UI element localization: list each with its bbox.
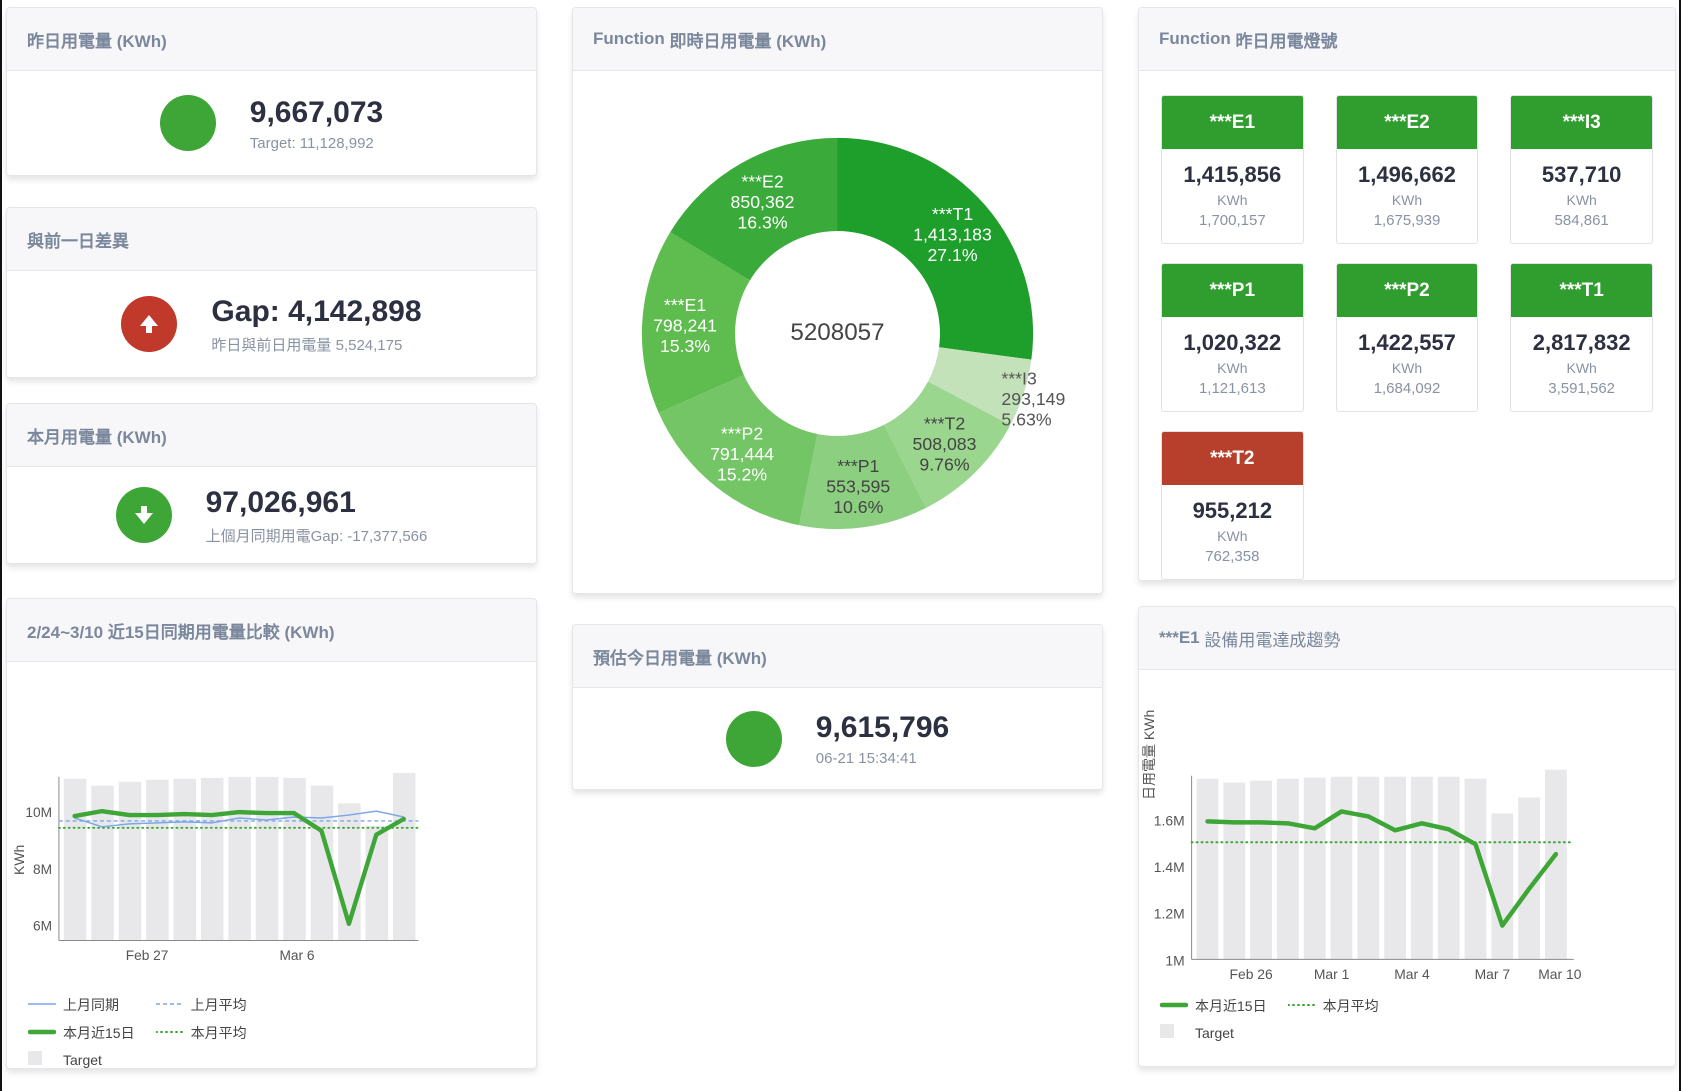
svg-text:553,595: 553,595 xyxy=(826,476,890,496)
svg-text:1.2M: 1.2M xyxy=(1154,906,1185,922)
svg-text:***P2: ***P2 xyxy=(721,423,763,443)
svg-text:Mar 7: Mar 7 xyxy=(1475,966,1511,982)
svg-text:***I3: ***I3 xyxy=(1001,368,1037,388)
svg-text:***T2: ***T2 xyxy=(924,413,965,433)
svg-text:27.1%: 27.1% xyxy=(927,244,977,264)
svg-text:***E1: ***E1 xyxy=(664,294,706,314)
svg-text:15.2%: 15.2% xyxy=(717,464,767,484)
svg-text:Mar 10: Mar 10 xyxy=(1538,966,1581,982)
svg-text:10M: 10M xyxy=(25,805,52,820)
svg-text:1.4M: 1.4M xyxy=(1154,859,1185,875)
svg-text:6M: 6M xyxy=(33,919,52,934)
svg-text:15.3%: 15.3% xyxy=(660,335,710,355)
svg-text:8M: 8M xyxy=(33,862,52,877)
svg-text:1M: 1M xyxy=(1165,952,1184,968)
svg-text:10.6%: 10.6% xyxy=(833,496,883,516)
svg-text:850,362: 850,362 xyxy=(731,191,795,211)
svg-text:1,413,183: 1,413,183 xyxy=(913,224,992,244)
svg-text:1.6M: 1.6M xyxy=(1154,812,1185,828)
svg-text:Feb 26: Feb 26 xyxy=(1230,966,1273,982)
svg-text:***P1: ***P1 xyxy=(837,455,879,475)
svg-text:508,083: 508,083 xyxy=(913,433,977,453)
svg-text:5.63%: 5.63% xyxy=(1001,409,1051,429)
svg-text:***T1: ***T1 xyxy=(932,203,973,223)
svg-text:798,241: 798,241 xyxy=(653,315,717,335)
svg-text:293,149: 293,149 xyxy=(1001,389,1065,409)
svg-text:Mar 4: Mar 4 xyxy=(1394,966,1430,982)
svg-text:***E2: ***E2 xyxy=(741,171,783,191)
svg-text:5208057: 5208057 xyxy=(790,319,884,346)
svg-text:Feb 27: Feb 27 xyxy=(126,948,169,963)
svg-text:9.76%: 9.76% xyxy=(919,454,969,474)
svg-text:Mar 6: Mar 6 xyxy=(279,948,314,963)
svg-text:Mar 1: Mar 1 xyxy=(1314,966,1350,982)
svg-text:791,444: 791,444 xyxy=(710,444,774,464)
svg-text:16.3%: 16.3% xyxy=(737,212,787,232)
